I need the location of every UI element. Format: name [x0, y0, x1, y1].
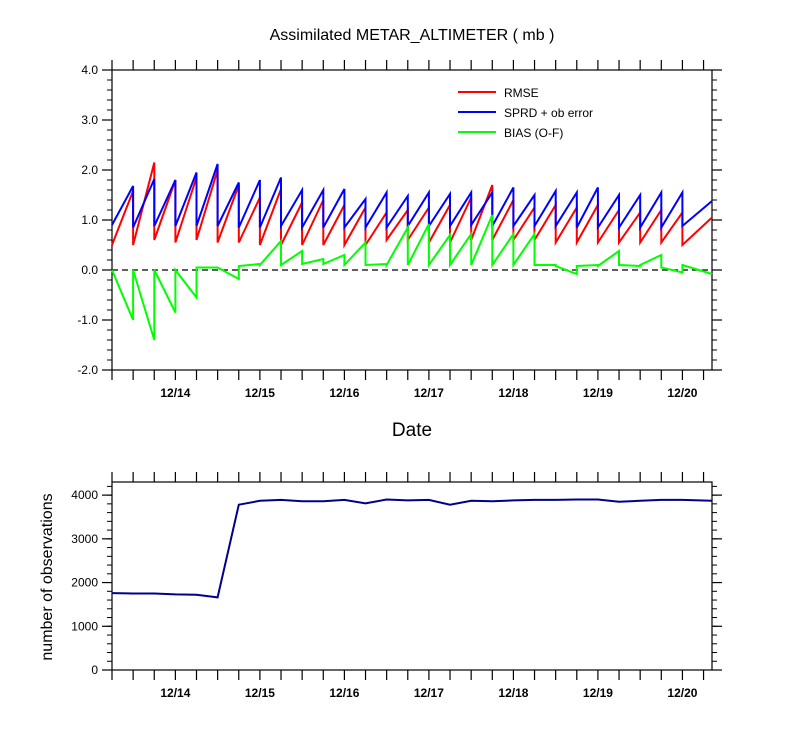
top-x-tick-label: 12/18 — [498, 386, 528, 400]
bottom-x-tick-label: 12/19 — [583, 686, 613, 700]
chart-title: Assimilated METAR_ALTIMETER ( mb ) — [270, 27, 555, 44]
top-y-tick-label: -2.0 — [77, 363, 98, 377]
top-x-tick-label: 12/20 — [667, 386, 697, 400]
observations-panel: 12/14 12/15 12/16 12/17 12/18 12/19 12/20 0 1000… — [71, 472, 722, 700]
series-line-rmse — [111, 162, 713, 249]
bottom-plot-frame — [111, 481, 713, 671]
series-line-bias-o-f — [111, 214, 713, 341]
top-y-tick-label: 3.0 — [81, 113, 98, 127]
top-x-tick-label: 12/17 — [414, 386, 444, 400]
y-axis-label-observations: number of observations — [39, 493, 56, 660]
rmse-panel: 12/14 12/15 12/16 12/17 12/18 12/19 12/20 -2.0 -… — [77, 60, 722, 400]
top-y-tick-label: 0.0 — [81, 263, 98, 277]
series-line-sprd-ob-error — [111, 163, 713, 232]
top-x-tick-label: 12/15 — [245, 386, 275, 400]
bottom-y-tick-label: 1000 — [71, 619, 98, 633]
top-x-tick-label: 12/16 — [329, 386, 359, 400]
bottom-x-tick-label: 12/16 — [329, 686, 359, 700]
top-y-tick-label: 4.0 — [81, 63, 98, 77]
bottom-y-tick-label: 0 — [91, 663, 98, 677]
bottom-x-tick-label: 12/17 — [414, 686, 444, 700]
bottom-x-tick-label: 12/20 — [667, 686, 697, 700]
bottom-x-tick-label: 12/15 — [245, 686, 275, 700]
bottom-y-tick-label: 4000 — [71, 488, 98, 502]
legend-label-sprd-ob-error: SPRD + ob error — [504, 106, 593, 120]
top-x-tick-label: 12/19 — [583, 386, 613, 400]
x-axis-label: Date — [392, 420, 432, 441]
bottom-x-tick-label: 12/18 — [498, 686, 528, 700]
bottom-y-tick-label: 3000 — [71, 532, 98, 546]
series-line-observations — [111, 498, 713, 599]
bottom-y-tick-label: 2000 — [71, 576, 98, 590]
top-x-tick-label: 12/14 — [160, 386, 190, 400]
top-y-tick-label: -1.0 — [77, 313, 98, 327]
top-y-tick-label: 2.0 — [81, 163, 98, 177]
top-y-tick-label: 1.0 — [81, 213, 98, 227]
legend-label-bias-o-f: BIAS (O-F) — [504, 126, 563, 140]
bottom-x-tick-label: 12/14 — [160, 686, 190, 700]
legend-label-rmse: RMSE — [504, 86, 539, 100]
